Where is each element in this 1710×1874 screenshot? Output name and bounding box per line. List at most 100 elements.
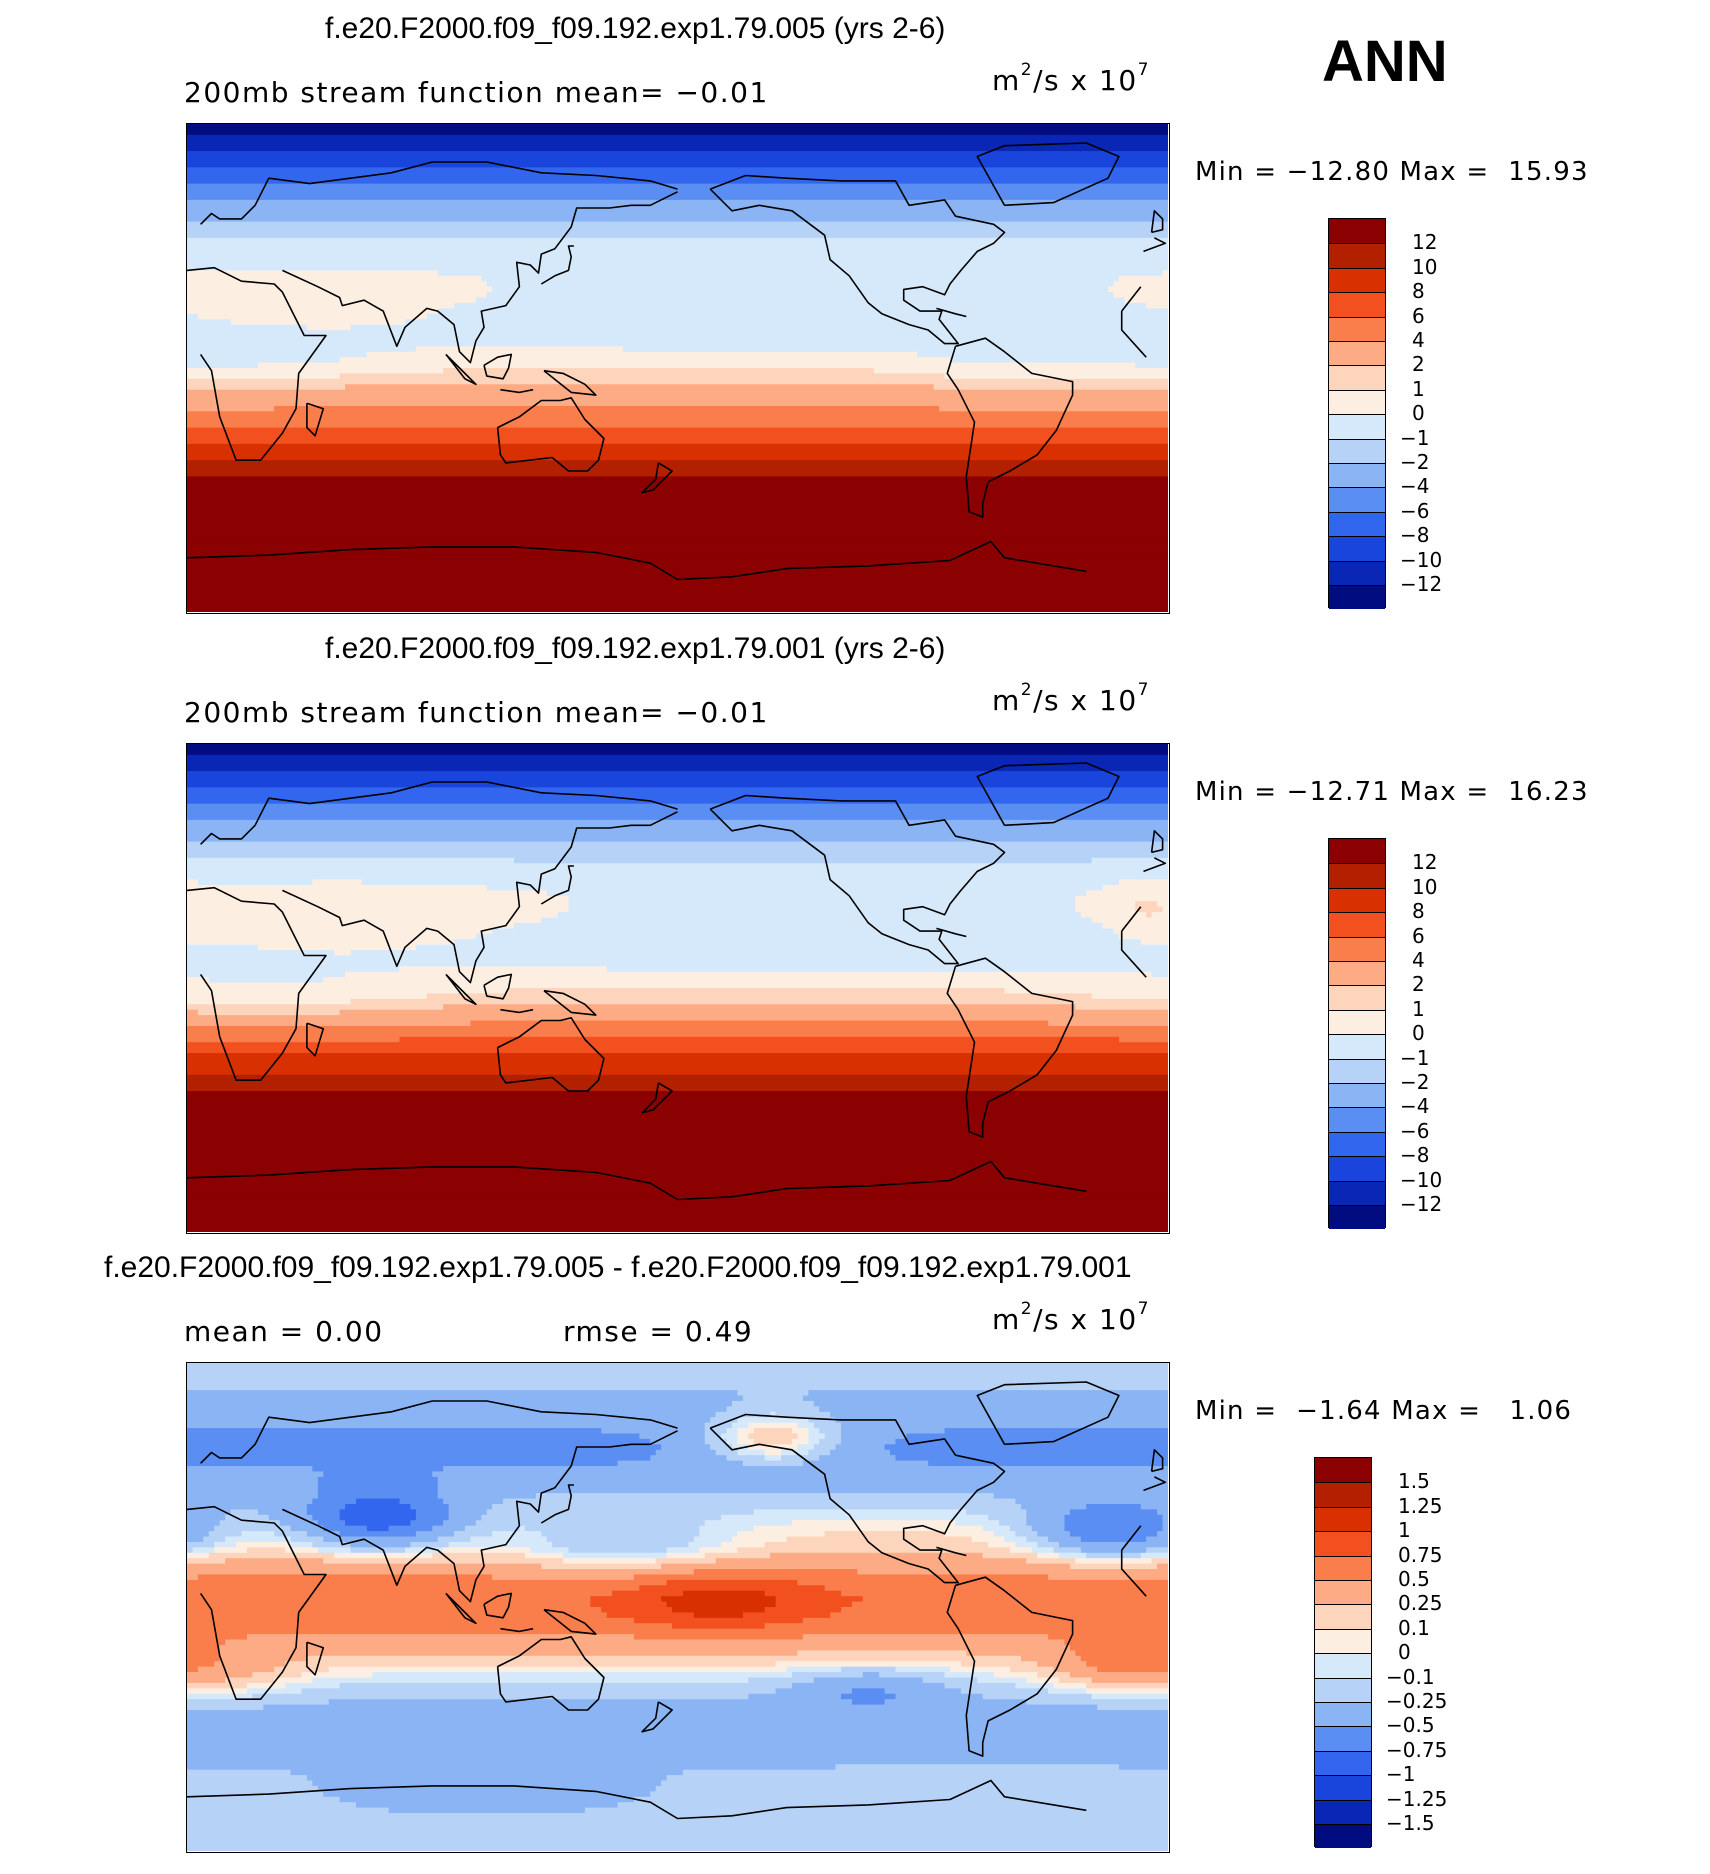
contour-cell: [742, 1395, 804, 1402]
contour-cell: [187, 1487, 319, 1494]
contour-cell: [187, 1758, 1168, 1765]
contour-cell: [1075, 906, 1136, 913]
contour-cell: [317, 1493, 439, 1500]
colorbar-swatch: [1315, 1750, 1371, 1776]
colorbar-swatch: [1329, 560, 1385, 585]
contour-cell: [187, 895, 570, 902]
colorbar-swatch: [1329, 487, 1385, 512]
contour-cell: [1151, 1558, 1168, 1565]
contour-cell: [187, 1080, 1168, 1087]
contour-cell: [748, 1693, 842, 1700]
contour-cell: [917, 351, 1168, 358]
colorbar-tick-label: 6: [1412, 923, 1425, 948]
contour-cell: [415, 346, 624, 353]
contour-cell: [187, 1813, 1168, 1820]
contour-cell: [350, 324, 1168, 331]
contour-cell: [988, 1514, 1027, 1521]
contour-cell: [187, 1004, 444, 1011]
colorbar-tick-label: −10: [1400, 547, 1443, 572]
colorbar-tick-label: 12: [1412, 850, 1438, 875]
contour-cell: [781, 1455, 820, 1462]
contour-cell: [775, 1688, 853, 1695]
contour-cell: [268, 1514, 313, 1521]
contour-cell: [791, 1672, 864, 1679]
contour-cell: [274, 1677, 313, 1684]
contour-cell: [721, 1541, 766, 1548]
contour-cell: [486, 292, 1115, 299]
contour-cell: [317, 1476, 439, 1483]
contour-cell: [187, 1607, 602, 1614]
contour-cell: [225, 1677, 275, 1684]
contour-cell: [475, 1520, 706, 1527]
contour-cell: [355, 1802, 619, 1809]
contour-cell: [187, 1482, 319, 1489]
contour-cell: [372, 1672, 793, 1679]
contour-cell: [339, 1514, 417, 1521]
contour-cell: [982, 1525, 1011, 1532]
contour-cell: [1118, 1764, 1168, 1771]
units-label: m2/s x 107: [992, 60, 1150, 97]
contour-cell: [187, 378, 1168, 385]
coastline: [483, 353, 513, 380]
map-svg: [187, 124, 1168, 612]
contour-cell: [1031, 1525, 1066, 1532]
contour-cell: [432, 1552, 526, 1559]
contour-cell: [312, 1541, 352, 1548]
coastline: [496, 1017, 605, 1092]
contour-cell: [639, 1585, 826, 1592]
contour-cell: [187, 1818, 1168, 1825]
panel-title: f.e20.F2000.f09_f09.192.exp1.79.005 (yrs…: [325, 12, 946, 45]
colorbar-tick-label: −4: [1400, 474, 1430, 499]
contour-cell: [808, 1449, 831, 1456]
contour-cell: [454, 1531, 493, 1538]
contour-cell: [737, 1417, 809, 1424]
contour-cell: [808, 1428, 820, 1435]
contour-cell: [187, 254, 1168, 261]
contour-cell: [187, 595, 1168, 602]
coastline: [306, 1022, 325, 1057]
contour-cell: [623, 346, 1168, 353]
contour-cell: [187, 292, 488, 299]
contour-cell: [661, 1444, 711, 1451]
map-plot: [186, 743, 1170, 1234]
contour-cell: [514, 857, 1093, 864]
contour-cell: [492, 286, 1109, 293]
contour-cell: [933, 384, 1168, 391]
contour-cell: [187, 1596, 591, 1603]
contour-cell: [187, 319, 232, 326]
units-exp1: 2: [1020, 1299, 1034, 1319]
contour-cell: [187, 792, 1168, 799]
contour-cell: [187, 1166, 1168, 1173]
contour-cell: [187, 395, 1168, 402]
colorbar-swatch: [1329, 243, 1385, 268]
contour-cell: [895, 1455, 1168, 1462]
contour-cell: [1069, 1672, 1168, 1679]
contour-cell: [1004, 988, 1168, 995]
contour-cell: [851, 1688, 886, 1695]
contour-cell: [187, 857, 515, 864]
contour-cell: [208, 1531, 243, 1538]
contour-cell: [334, 950, 352, 957]
contour-cell: [944, 1531, 995, 1538]
contour-cell: [508, 988, 1006, 995]
coastline: [946, 337, 1074, 518]
contour-cell: [187, 1585, 640, 1592]
contour-cell: [187, 868, 1168, 875]
contour-cell: [187, 1036, 401, 1043]
contour-cell: [187, 1042, 1168, 1049]
coastline: [976, 1381, 1120, 1446]
contour-cell: [187, 443, 1168, 450]
contour-cell: [187, 1428, 602, 1435]
contour-cell: [187, 557, 1168, 564]
coastline: [500, 1008, 534, 1014]
contour-cell: [187, 227, 1168, 234]
contour-cell: [339, 1509, 417, 1516]
colorbar-swatch: [1329, 585, 1385, 610]
contour-cell: [410, 1503, 450, 1510]
contour-cell: [704, 1552, 771, 1559]
contour-cell: [464, 1525, 521, 1532]
colorbar-swatch: [1315, 1702, 1371, 1727]
min-max-label: Min = −12.71 Max = 16.23: [1195, 777, 1589, 807]
contour-cell: [1086, 1552, 1142, 1559]
colorbar-swatch: [1329, 365, 1385, 390]
